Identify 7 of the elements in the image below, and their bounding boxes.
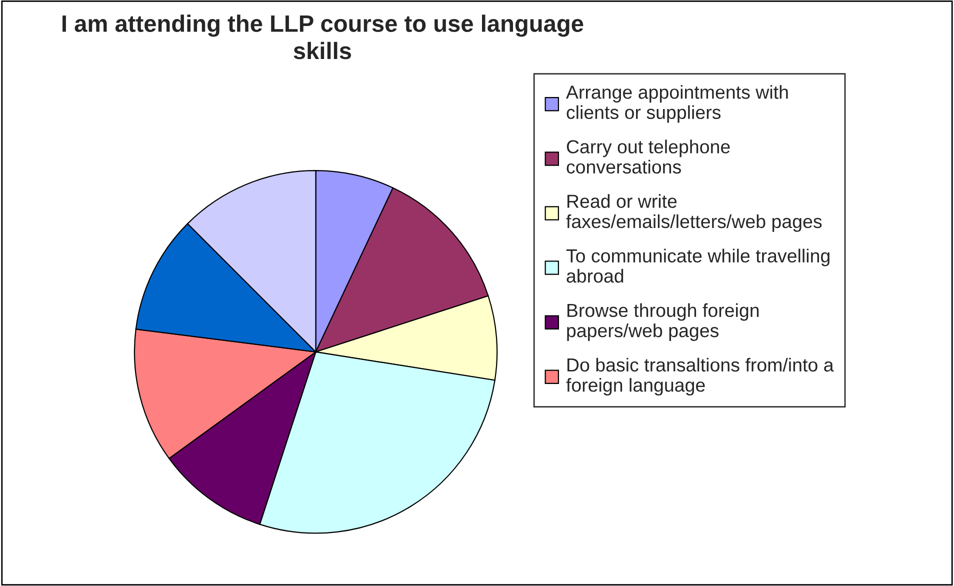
legend-label: Arrange appointments with clients or suppliers [566, 85, 788, 123]
legend-label: To communicate while travelling abroad [566, 248, 830, 283]
chart-title: I am attending the LLP course to use language skills [62, 14, 584, 60]
legend-label: Do basic transaltions from/into a foreign language [566, 358, 834, 396]
legend-label: Read or write faxes/emails/letters/web pages [566, 194, 822, 232]
legend-label: Browse through foreign papers/web pages [567, 303, 759, 341]
legend-label: Carry out telephone conversations [566, 140, 730, 174]
